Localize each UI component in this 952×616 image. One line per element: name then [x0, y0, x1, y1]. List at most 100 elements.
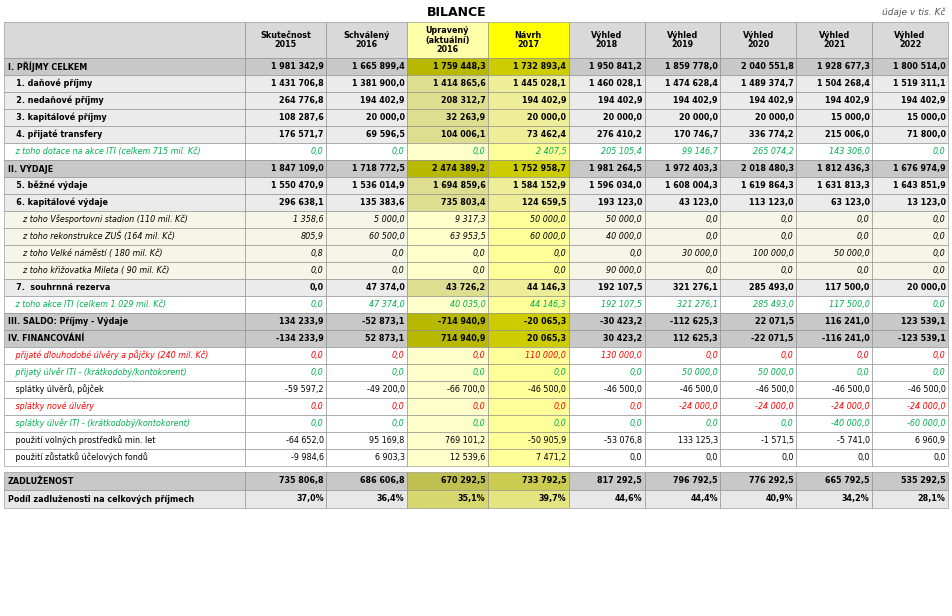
- Text: 0,0: 0,0: [472, 402, 486, 411]
- Bar: [721, 126, 796, 143]
- Bar: [407, 126, 487, 143]
- Text: 1 732 893,4: 1 732 893,4: [513, 62, 566, 71]
- Bar: [4, 228, 246, 245]
- Text: 735 806,8: 735 806,8: [279, 477, 324, 485]
- Bar: [4, 194, 246, 211]
- Text: 321 276,1: 321 276,1: [677, 300, 718, 309]
- Bar: [796, 330, 872, 347]
- Bar: [487, 398, 568, 415]
- Bar: [487, 143, 568, 160]
- Bar: [246, 160, 327, 177]
- Bar: [721, 228, 796, 245]
- Bar: [407, 313, 487, 330]
- Text: 0,0: 0,0: [933, 232, 945, 241]
- Text: 170 746,7: 170 746,7: [673, 130, 718, 139]
- Text: 205 105,4: 205 105,4: [601, 147, 642, 156]
- Bar: [568, 245, 645, 262]
- Bar: [568, 194, 645, 211]
- Text: 130 000,0: 130 000,0: [601, 351, 642, 360]
- Bar: [4, 126, 246, 143]
- Text: 265 074,2: 265 074,2: [753, 147, 794, 156]
- Text: 20 000,0: 20 000,0: [366, 113, 405, 122]
- Bar: [407, 58, 487, 75]
- Text: -46 500,0: -46 500,0: [756, 385, 794, 394]
- Bar: [487, 347, 568, 364]
- Bar: [645, 58, 721, 75]
- Bar: [645, 472, 721, 490]
- Bar: [4, 330, 246, 347]
- Text: 12 539,6: 12 539,6: [450, 453, 486, 462]
- Text: 112 625,3: 112 625,3: [673, 334, 718, 343]
- Text: I. PŘÍJMY CELKEM: I. PŘÍJMY CELKEM: [8, 61, 88, 71]
- Text: 796 792,5: 796 792,5: [673, 477, 718, 485]
- Bar: [872, 75, 948, 92]
- Text: z toho křižovatka Mileta ( 90 mil. Kč): z toho křižovatka Mileta ( 90 mil. Kč): [8, 266, 169, 275]
- Text: údaje v tis. Kč: údaje v tis. Kč: [883, 7, 946, 17]
- Text: 1 474 628,4: 1 474 628,4: [665, 79, 718, 88]
- Bar: [872, 160, 948, 177]
- Text: 60 000,0: 60 000,0: [530, 232, 566, 241]
- Text: 0,0: 0,0: [705, 266, 718, 275]
- Bar: [327, 296, 407, 313]
- Text: 0,0: 0,0: [472, 419, 486, 428]
- Bar: [796, 228, 872, 245]
- Bar: [872, 143, 948, 160]
- Text: 0,0: 0,0: [629, 453, 642, 462]
- Text: 769 101,2: 769 101,2: [446, 436, 486, 445]
- Text: 670 292,5: 670 292,5: [441, 477, 486, 485]
- Text: 124 659,5: 124 659,5: [522, 198, 566, 207]
- Bar: [407, 279, 487, 296]
- Bar: [721, 58, 796, 75]
- Text: 6. kapitálové výdaje: 6. kapitálové výdaje: [8, 198, 108, 207]
- Text: 0,0: 0,0: [311, 419, 324, 428]
- Bar: [568, 364, 645, 381]
- Text: 22 071,5: 22 071,5: [755, 317, 794, 326]
- Bar: [721, 109, 796, 126]
- Text: -50 905,9: -50 905,9: [527, 436, 566, 445]
- Bar: [568, 490, 645, 508]
- Bar: [568, 109, 645, 126]
- Bar: [721, 211, 796, 228]
- Bar: [796, 296, 872, 313]
- Bar: [645, 330, 721, 347]
- Text: 20 000,0: 20 000,0: [603, 113, 642, 122]
- Text: 28,1%: 28,1%: [918, 495, 945, 503]
- Bar: [246, 143, 327, 160]
- Bar: [407, 330, 487, 347]
- Bar: [645, 92, 721, 109]
- Bar: [327, 22, 407, 58]
- Bar: [407, 398, 487, 415]
- Text: 4. přijaté transfery: 4. přijaté transfery: [8, 130, 103, 139]
- Text: 0,0: 0,0: [857, 266, 869, 275]
- Bar: [872, 472, 948, 490]
- Bar: [487, 22, 568, 58]
- Bar: [645, 347, 721, 364]
- Bar: [407, 415, 487, 432]
- Bar: [872, 92, 948, 109]
- Bar: [645, 177, 721, 194]
- Bar: [872, 398, 948, 415]
- Bar: [568, 22, 645, 58]
- Text: 0,0: 0,0: [392, 351, 405, 360]
- Bar: [327, 228, 407, 245]
- Bar: [4, 472, 246, 490]
- Bar: [796, 75, 872, 92]
- Bar: [407, 160, 487, 177]
- Text: 1 358,6: 1 358,6: [293, 215, 324, 224]
- Bar: [487, 490, 568, 508]
- Bar: [4, 296, 246, 313]
- Text: 0,0: 0,0: [857, 351, 869, 360]
- Text: 69 596,5: 69 596,5: [366, 130, 405, 139]
- Bar: [645, 75, 721, 92]
- Bar: [487, 279, 568, 296]
- Text: 2. nedaňové příjmy: 2. nedaňové příjmy: [8, 95, 104, 105]
- Text: 44,6%: 44,6%: [614, 495, 642, 503]
- Bar: [721, 381, 796, 398]
- Text: 194 402,9: 194 402,9: [360, 96, 405, 105]
- Bar: [568, 398, 645, 415]
- Bar: [568, 75, 645, 92]
- Text: -5 741,0: -5 741,0: [837, 436, 869, 445]
- Bar: [645, 194, 721, 211]
- Bar: [645, 245, 721, 262]
- Text: 143 306,0: 143 306,0: [829, 147, 869, 156]
